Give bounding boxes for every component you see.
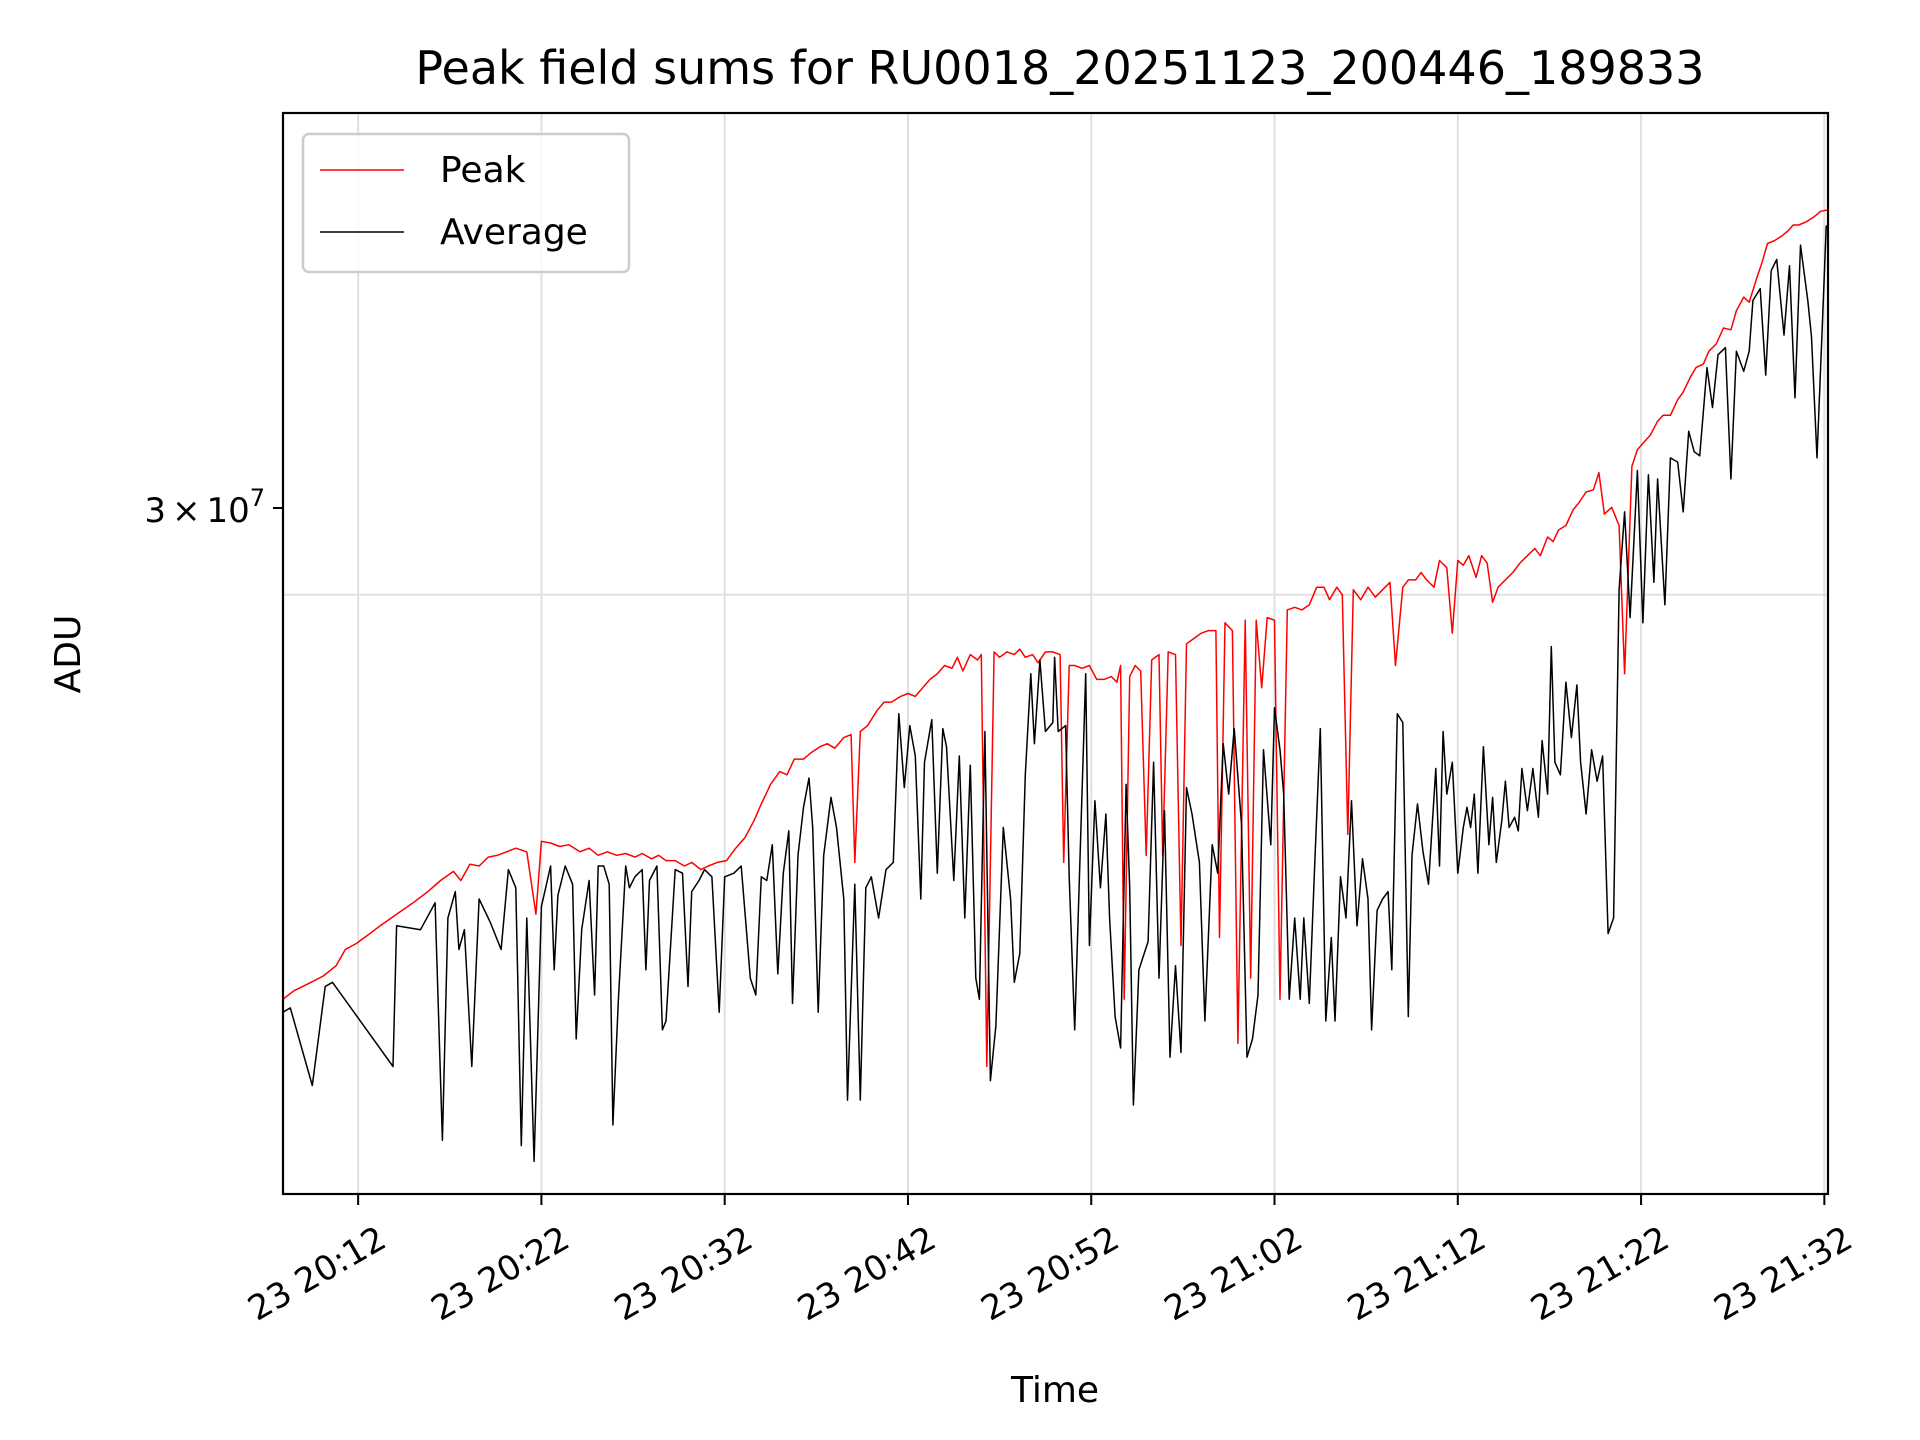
x-axis-label: Time (1010, 1370, 1099, 1411)
y-tick-label: 3 × 107 (144, 484, 265, 531)
legend: Peak Average (301, 132, 631, 274)
legend-box (301, 132, 631, 274)
legend-label-peak: Peak (440, 150, 526, 191)
series-line-average (283, 224, 1828, 1163)
y-axis-label: ADU (48, 615, 89, 694)
legend-label-average: Average (440, 212, 588, 253)
series-layer (283, 209, 1828, 1163)
y-axis-ticks: 3 × 107 (144, 484, 283, 531)
series-line-peak (283, 209, 1828, 1068)
chart-title: Peak field sums for RU0018_20251123_2004… (415, 41, 1704, 95)
plot-area-frame (281, 111, 1830, 1196)
